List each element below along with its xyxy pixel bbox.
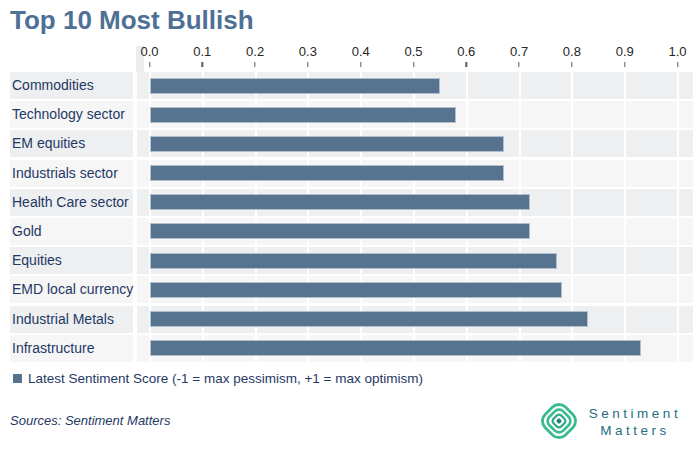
category-label: Commodities bbox=[12, 72, 94, 99]
category-stripe: Commodities bbox=[10, 72, 133, 99]
x-axis-tick-mark bbox=[571, 62, 572, 67]
sentiment-bar bbox=[150, 136, 504, 152]
plot-stripe bbox=[137, 101, 693, 128]
plot-stripe bbox=[137, 247, 693, 274]
x-axis-tick-mark bbox=[360, 62, 361, 67]
chart-row: EMD local currency bbox=[0, 276, 700, 303]
logo-line2: Matters bbox=[579, 422, 691, 439]
sentiment-matters-logo-text: Sentiment Matters bbox=[579, 405, 691, 439]
sentiment-bar bbox=[150, 223, 530, 239]
category-stripe: Gold bbox=[10, 218, 133, 245]
category-label: EM equities bbox=[12, 130, 85, 157]
legend: Latest Sentiment Score (-1 = max pessimi… bbox=[13, 371, 423, 386]
legend-label: Latest Sentiment Score (-1 = max pessimi… bbox=[28, 371, 423, 386]
category-label: Equities bbox=[12, 247, 62, 274]
sources-note: Sources: Sentiment Matters bbox=[10, 413, 170, 428]
x-axis-tick-mark bbox=[254, 62, 255, 67]
category-stripe: Infrastructure bbox=[10, 335, 133, 362]
category-stripe: EMD local currency bbox=[10, 276, 133, 303]
category-label: EMD local currency bbox=[12, 276, 133, 303]
x-axis-tick-label: 0.6 bbox=[457, 44, 475, 59]
category-label: Infrastructure bbox=[12, 335, 94, 362]
sentiment-bar bbox=[150, 194, 530, 210]
chart-row: Industrial Metals bbox=[0, 306, 700, 333]
chart-row: Industrials sector bbox=[0, 160, 700, 187]
bar-chart-rows: Commodities Technology sector EM equitie… bbox=[0, 72, 700, 364]
category-label: Industrials sector bbox=[12, 160, 118, 187]
sentiment-bar bbox=[150, 165, 504, 181]
chart-row: Health Care sector bbox=[0, 189, 700, 216]
category-label: Industrial Metals bbox=[12, 306, 114, 333]
plot-stripe bbox=[137, 276, 693, 303]
plot-stripe bbox=[137, 160, 693, 187]
category-label: Health Care sector bbox=[12, 189, 129, 216]
chart-row: Infrastructure bbox=[0, 335, 700, 362]
logo-line1: Sentiment bbox=[579, 405, 691, 422]
sentiment-matters-diamond-icon bbox=[536, 398, 582, 444]
x-axis-tick-mark bbox=[149, 62, 150, 67]
x-axis-tick-mark bbox=[202, 62, 203, 67]
sentiment-bar bbox=[150, 107, 456, 123]
category-label: Technology sector bbox=[12, 101, 125, 128]
x-axis-tick-label: 0.5 bbox=[404, 44, 422, 59]
x-axis-tick-label: 0.3 bbox=[299, 44, 317, 59]
chart-page: Top 10 Most Bullish 0.0 0.1 0.2 0.3 0.4 … bbox=[0, 0, 700, 449]
chart-row: Equities bbox=[0, 247, 700, 274]
sentiment-bar bbox=[150, 311, 588, 327]
x-axis-tick-mark bbox=[677, 62, 678, 67]
chart-row: EM equities bbox=[0, 130, 700, 157]
plot-stripe bbox=[137, 72, 693, 99]
x-axis-tick-label: 0.2 bbox=[246, 44, 264, 59]
x-axis-tick-label: 0.9 bbox=[616, 44, 634, 59]
category-stripe: Equities bbox=[10, 247, 133, 274]
x-axis-tick-mark bbox=[307, 62, 308, 67]
category-stripe: EM equities bbox=[10, 130, 133, 157]
x-axis-tick-mark bbox=[466, 62, 467, 67]
x-axis-tick-mark bbox=[518, 62, 519, 67]
plot-stripe bbox=[137, 189, 693, 216]
x-axis-tick-label: 0.7 bbox=[510, 44, 528, 59]
sentiment-bar bbox=[150, 340, 641, 356]
category-stripe: Health Care sector bbox=[10, 189, 133, 216]
category-stripe: Technology sector bbox=[10, 101, 133, 128]
sentiment-bar bbox=[150, 253, 557, 269]
x-axis-tick-label: 0.4 bbox=[352, 44, 370, 59]
plot-stripe bbox=[137, 130, 693, 157]
x-axis-tick-label: 0.0 bbox=[140, 44, 158, 59]
chart-title: Top 10 Most Bullish bbox=[10, 5, 254, 36]
category-label: Gold bbox=[12, 218, 42, 245]
x-axis-tick-label: 1.0 bbox=[668, 44, 686, 59]
category-stripe: Industrial Metals bbox=[10, 306, 133, 333]
x-axis-tick-mark bbox=[413, 62, 414, 67]
chart-row: Technology sector bbox=[0, 101, 700, 128]
plot-stripe bbox=[137, 335, 693, 362]
legend-square-marker bbox=[13, 374, 22, 383]
x-axis-tick-label: 0.8 bbox=[563, 44, 581, 59]
x-axis-tick-label: 0.1 bbox=[193, 44, 211, 59]
sentiment-bar bbox=[150, 78, 440, 94]
chart-row: Commodities bbox=[0, 72, 700, 99]
x-axis-tick-mark bbox=[624, 62, 625, 67]
category-stripe: Industrials sector bbox=[10, 160, 133, 187]
plot-stripe bbox=[137, 218, 693, 245]
chart-row: Gold bbox=[0, 218, 700, 245]
sentiment-bar bbox=[150, 282, 562, 298]
plot-stripe bbox=[137, 306, 693, 333]
